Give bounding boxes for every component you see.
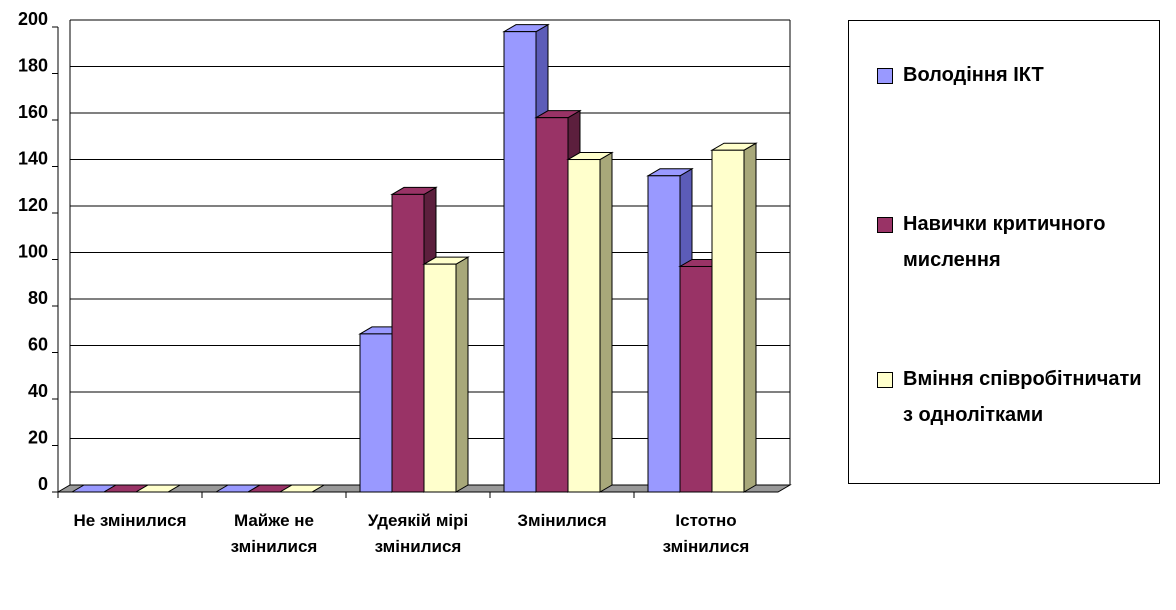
y-tick-label: 140: [18, 148, 48, 168]
legend: Володіння ІКТ Навички критичного мислення…: [848, 20, 1160, 484]
bar: [423, 263, 457, 493]
y-tick-label: 0: [38, 474, 48, 494]
x-tick-label: Істотно змінилися: [662, 511, 750, 556]
bar: [679, 265, 713, 493]
legend-label: Навички критичного мислення: [903, 213, 1106, 271]
x-tick-label: Змінилися: [517, 511, 607, 530]
bar-side: [455, 256, 469, 493]
bar: [503, 31, 537, 493]
y-tick-label: 60: [28, 334, 48, 354]
y-tick-label: 80: [28, 288, 48, 308]
bar-top: [134, 484, 182, 493]
bar-side: [599, 151, 613, 493]
bar: [535, 117, 569, 493]
legend-swatch: [877, 372, 893, 388]
y-tick-label: 100: [18, 241, 48, 261]
legend-entry: Вміння співробітничати з однолітками: [877, 361, 1147, 433]
bar-side: [743, 142, 757, 493]
legend-label: Володіння ІКТ: [903, 64, 1044, 86]
y-tick-label: 180: [18, 55, 48, 75]
legend-label: Вміння співробітничати з однолітками: [903, 368, 1142, 426]
bar: [567, 159, 601, 493]
legend-swatch: [877, 68, 893, 84]
y-tick-label: 120: [18, 195, 48, 215]
x-tick-label: Майже не змінилися: [230, 511, 318, 556]
y-tick-label: 200: [18, 9, 48, 29]
bar: [391, 193, 425, 493]
bar: [711, 149, 745, 493]
x-tick-label: Не змінилися: [73, 511, 187, 530]
legend-swatch: [877, 217, 893, 233]
legend-entry: Навички критичного мислення: [877, 206, 1147, 278]
bar: [359, 333, 393, 493]
bar: [647, 175, 681, 493]
y-tick-label: 20: [28, 427, 48, 447]
legend-entry: Володіння ІКТ: [877, 57, 1147, 93]
y-tick-label: 160: [18, 102, 48, 122]
bar-top: [278, 484, 326, 493]
x-tick-label: Удеякій мірі змінилися: [367, 511, 469, 556]
y-tick-label: 40: [28, 381, 48, 401]
